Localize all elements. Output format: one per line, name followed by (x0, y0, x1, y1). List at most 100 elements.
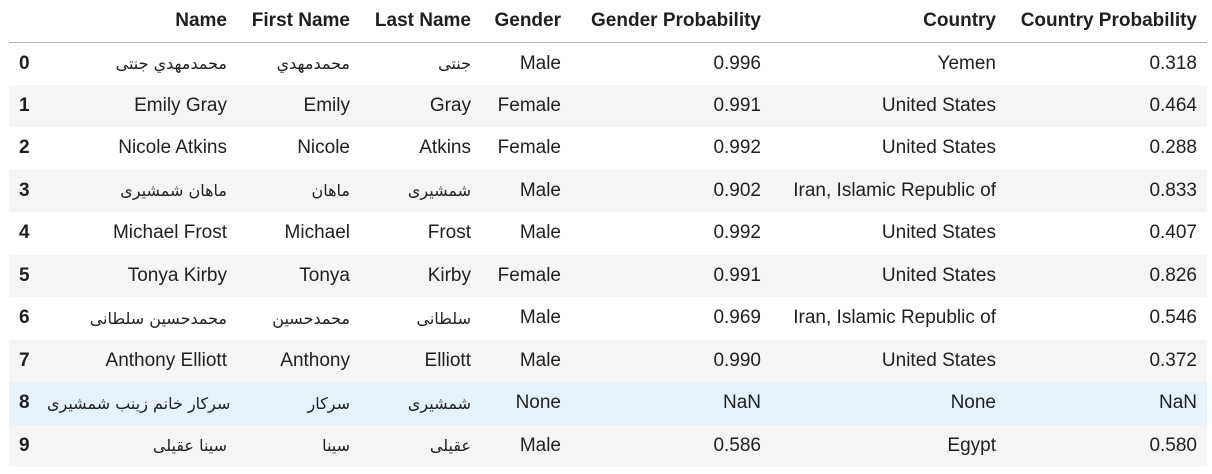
cell-gender: None (515, 392, 561, 414)
cell-gender: Male (519, 307, 561, 329)
cell-country-probability: 0.288 (1149, 137, 1197, 159)
cell-last-name: شمشیری (407, 181, 471, 201)
table-body: 0 محمدمهدي جنتی محمدمهدي جنتی Male 0.996 Yemen… (9, 42, 1207, 467)
cell-gender-probability: 0.992 (713, 222, 761, 244)
table-row: 1 Emily Gray Emily Gray Female 0.991 United St… (9, 84, 1207, 127)
cell-name: Nicole Atkins (118, 137, 227, 159)
cell-country-probability: 0.546 (1149, 307, 1197, 329)
cell-first-name: محمدمهدي (276, 54, 350, 73)
cell-country-probability: 0.407 (1149, 222, 1197, 244)
cell-country: United States (881, 264, 996, 286)
cell-gender-probability: 0.992 (713, 137, 761, 159)
cell-name: Emily Gray (134, 94, 227, 116)
cell-country: Yemen (937, 52, 996, 74)
cell-country-probability: 0.826 (1149, 264, 1197, 286)
cell-country-probability: 0.318 (1149, 52, 1197, 74)
cell-last-name: سلطانی (416, 308, 472, 328)
index-header (9, 0, 41, 43)
column-header-country-probability: Country Probability (1006, 0, 1207, 43)
cell-gender: Male (519, 434, 561, 456)
cell-gender-probability: 0.586 (713, 434, 761, 456)
column-header-first-name: First Name (237, 0, 360, 43)
column-header-gender: Gender (481, 0, 571, 43)
table-row: 3 ماهان شمشیری ماهان شمشیری Male 0.902 Iran, I… (9, 169, 1207, 212)
cell-last-name: Elliott (424, 349, 471, 371)
row-index: 3 (19, 179, 30, 201)
cell-name: محمدمهدي جنتی (115, 54, 227, 73)
cell-first-name: Nicole (297, 137, 350, 159)
cell-first-name: Michael (284, 222, 350, 244)
cell-gender-probability: 0.902 (713, 179, 761, 201)
cell-name: Tonya Kirby (127, 264, 227, 286)
cell-country: United States (881, 137, 996, 159)
column-header-name: Name (41, 0, 237, 43)
cell-country: None (950, 392, 996, 414)
cell-gender: Male (519, 179, 561, 201)
cell-country-probability: 0.372 (1149, 349, 1197, 371)
cell-first-name: Emily (303, 94, 350, 116)
cell-gender: Male (519, 222, 561, 244)
row-index: 1 (19, 94, 30, 116)
cell-first-name: سرکار (307, 393, 350, 413)
cell-country-probability: 0.580 (1149, 434, 1197, 456)
cell-gender-probability: NaN (722, 392, 761, 414)
cell-name: سینا عقیلی (152, 436, 227, 456)
table-row: 6 محمدحسین سلطانی محمدحسین سلطانی Male 0.969 I… (9, 297, 1207, 340)
cell-gender-probability: 0.996 (713, 52, 761, 74)
table-header: Name First Name Last Name Gender Gender … (9, 0, 1207, 43)
header-row: Name First Name Last Name Gender Gender … (9, 0, 1207, 43)
row-index: 4 (19, 222, 30, 244)
table-row: 8 سرکار خانم زینب شمشیری سرکار شمشیری None Na… (9, 382, 1207, 425)
cell-gender: Male (519, 52, 561, 74)
cell-gender: Female (497, 264, 561, 286)
row-index: 6 (19, 307, 30, 329)
cell-country: Iran, Islamic Republic of (793, 179, 996, 201)
cell-country-probability: 0.833 (1149, 179, 1197, 201)
table-row: 0 محمدمهدي جنتی محمدمهدي جنتی Male 0.996 Yemen… (9, 42, 1207, 85)
cell-first-name: محمدحسین (272, 308, 350, 328)
cell-country: Iran, Islamic Republic of (793, 307, 996, 329)
cell-gender-probability: 0.991 (713, 264, 761, 286)
cell-name: محمدحسین سلطانی (89, 308, 227, 328)
column-header-gender-probability: Gender Probability (571, 0, 771, 43)
cell-first-name: Anthony (280, 349, 350, 371)
cell-name: ماهان شمشیری (120, 181, 227, 201)
cell-gender: Female (497, 137, 561, 159)
table-row: 7 Anthony Elliott Anthony Elliott Male 0.990 U… (9, 339, 1207, 382)
row-index: 9 (19, 434, 30, 456)
cell-name: Anthony Elliott (105, 349, 227, 371)
table-row: 2 Nicole Atkins Nicole Atkins Female 0.992 Uni… (9, 127, 1207, 170)
column-header-country: Country (771, 0, 1006, 43)
cell-last-name: Atkins (419, 137, 471, 159)
cell-name: Michael Frost (112, 222, 227, 244)
cell-first-name: ماهان (311, 181, 350, 201)
cell-first-name: سینا (322, 436, 350, 456)
cell-country: Egypt (947, 434, 996, 456)
cell-last-name: Kirby (427, 264, 471, 286)
cell-last-name: عقیلی (429, 436, 471, 456)
cell-last-name: Gray (429, 94, 471, 116)
column-header-last-name: Last Name (360, 0, 481, 43)
cell-last-name: شمشیری (407, 393, 471, 413)
cell-country-probability: NaN (1158, 392, 1197, 414)
dataframe-table: Name First Name Last Name Gender Gender … (9, 0, 1207, 467)
cell-gender-probability: 0.969 (713, 307, 761, 329)
cell-gender-probability: 0.990 (713, 349, 761, 371)
cell-gender: Female (497, 94, 561, 116)
table-row: 9 سینا عقیلی سینا عقیلی Male 0.586 Egypt 0.580 (9, 424, 1207, 467)
cell-country: United States (881, 349, 996, 371)
row-index: 8 (19, 392, 30, 414)
cell-country-probability: 0.464 (1149, 94, 1197, 116)
table-row: 4 Michael Frost Michael Frost Male 0.992 Unite… (9, 212, 1207, 255)
row-index: 2 (19, 137, 30, 159)
table-row: 5 Tonya Kirby Tonya Kirby Female 0.991 United … (9, 254, 1207, 297)
cell-country: United States (881, 94, 996, 116)
row-index: 7 (19, 349, 30, 371)
cell-last-name: جنتی (438, 54, 471, 73)
cell-gender-probability: 0.991 (713, 94, 761, 116)
row-index: 0 (19, 52, 30, 74)
cell-country: United States (881, 222, 996, 244)
cell-last-name: Frost (427, 222, 471, 244)
cell-name: سرکار خانم زینب شمشیری (47, 393, 231, 413)
